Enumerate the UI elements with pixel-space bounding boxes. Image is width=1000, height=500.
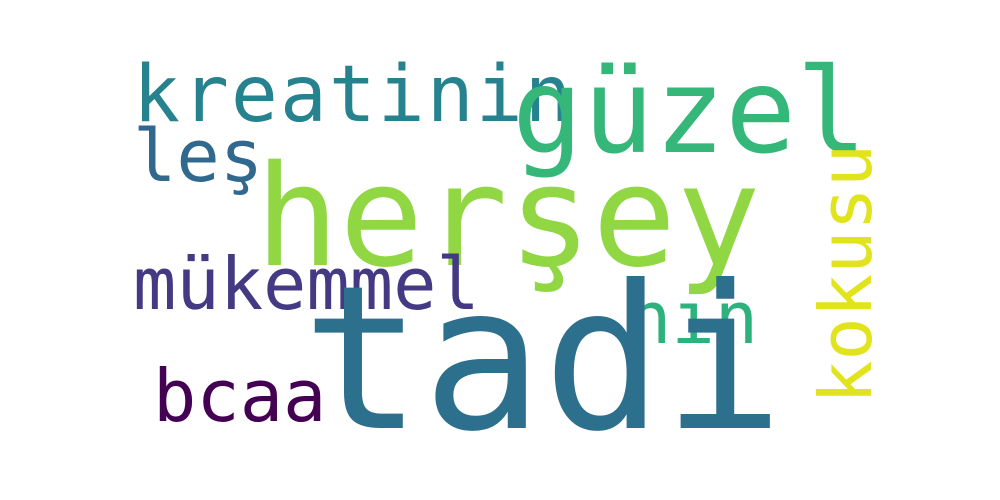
word-tadi: tadi <box>302 243 784 476</box>
word-bcaa: bcaa <box>153 354 327 438</box>
word-mukemmel: mükemmel <box>133 242 480 326</box>
word-nin: nın <box>628 276 759 360</box>
word-les: leş <box>133 114 264 198</box>
word-hersey: herşey <box>255 136 761 299</box>
word-kreatinin: kreatinin <box>133 50 574 140</box>
word-kokusu: kokusu <box>804 143 888 404</box>
word-guzel: güzel <box>512 42 868 180</box>
